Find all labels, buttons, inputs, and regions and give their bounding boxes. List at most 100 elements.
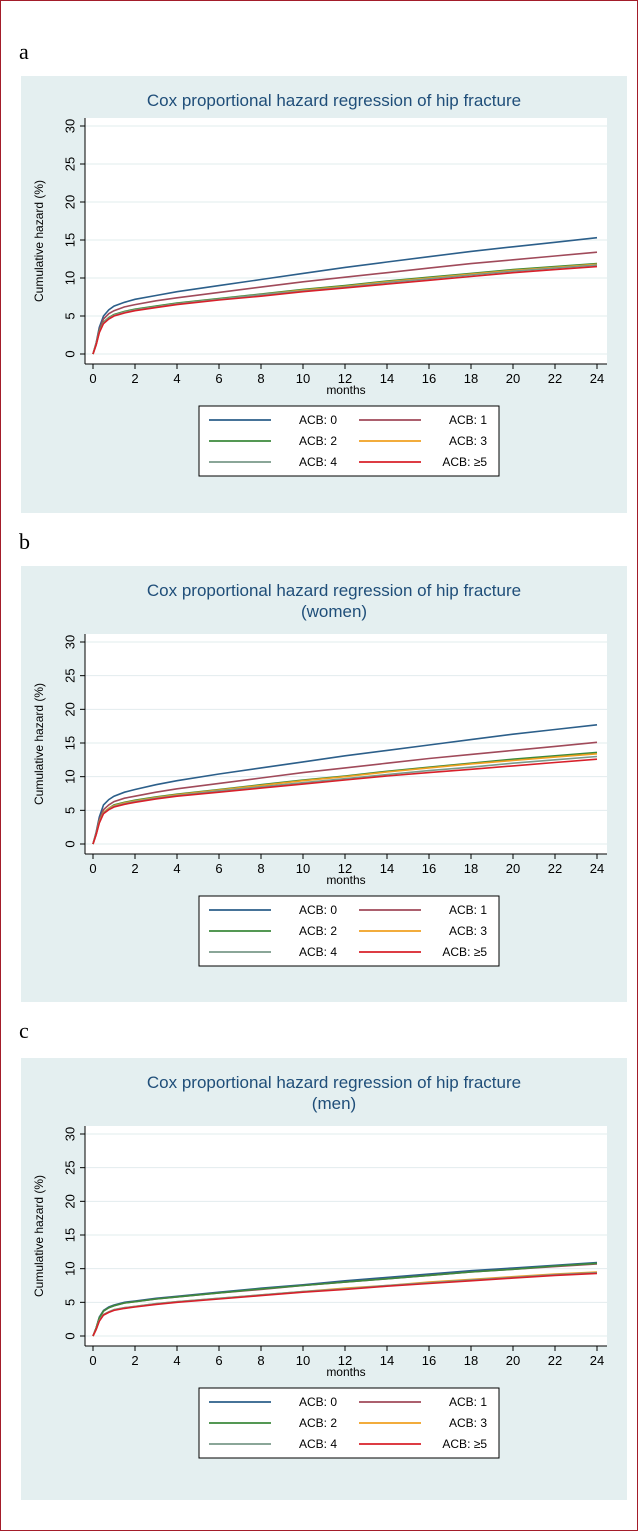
x-axis-label: months bbox=[326, 383, 365, 397]
y-tick-label: 5 bbox=[62, 312, 77, 319]
x-axis-label: months bbox=[326, 1365, 365, 1379]
y-tick-label: 10 bbox=[62, 1261, 77, 1275]
x-tick-label: 12 bbox=[338, 371, 352, 386]
x-tick-label: 22 bbox=[548, 1353, 562, 1368]
plot-area bbox=[85, 1126, 607, 1346]
y-tick-label: 30 bbox=[62, 119, 77, 133]
x-tick-label: 4 bbox=[173, 1353, 180, 1368]
chart-panel-b: Cox proportional hazard regression of hi… bbox=[21, 566, 627, 1002]
legend-label-acb-0: ACB: 0 bbox=[299, 1395, 337, 1409]
chart-svg: Cox proportional hazard regression of hi… bbox=[32, 581, 607, 967]
x-tick-label: 14 bbox=[380, 861, 394, 876]
x-tick-label: 8 bbox=[257, 1353, 264, 1368]
chart-title: Cox proportional hazard regression of hi… bbox=[147, 91, 521, 110]
y-axis-label: Cumulative hazard (%) bbox=[32, 683, 46, 805]
legend-label-acb-4: ACB: 4 bbox=[299, 1437, 337, 1451]
chart-panel-a: Cox proportional hazard regression of hi… bbox=[21, 76, 627, 513]
y-tick-label: 25 bbox=[62, 668, 77, 682]
legend-label-acb-ge5: ACB: ≥5 bbox=[442, 945, 487, 959]
x-tick-label: 6 bbox=[215, 1353, 222, 1368]
legend-label-acb-2: ACB: 2 bbox=[299, 434, 337, 448]
chart-title: Cox proportional hazard regression of hi… bbox=[147, 1073, 521, 1092]
legend-label-acb-3: ACB: 3 bbox=[449, 434, 487, 448]
x-tick-label: 0 bbox=[89, 371, 96, 386]
series-line-acb-2 bbox=[92, 1262, 598, 1337]
series-line-acb-ge5 bbox=[92, 1272, 598, 1337]
y-tick-label: 0 bbox=[62, 1332, 77, 1339]
chart-panel-c: Cox proportional hazard regression of hi… bbox=[21, 1058, 627, 1500]
chart-subtitle: (men) bbox=[312, 1094, 356, 1113]
legend-label-acb-ge5: ACB: ≥5 bbox=[442, 1437, 487, 1451]
legend-label-acb-2: ACB: 2 bbox=[299, 924, 337, 938]
x-axis-label: months bbox=[326, 873, 365, 887]
legend-label-acb-1: ACB: 1 bbox=[449, 1395, 487, 1409]
y-tick-label: 15 bbox=[62, 736, 77, 750]
y-tick-label: 20 bbox=[62, 195, 77, 209]
x-tick-label: 2 bbox=[131, 1353, 138, 1368]
x-tick-label: 14 bbox=[380, 371, 394, 386]
y-tick-label: 25 bbox=[62, 1160, 77, 1174]
x-tick-label: 24 bbox=[590, 861, 604, 876]
legend-label-acb-3: ACB: 3 bbox=[449, 1416, 487, 1430]
x-tick-label: 6 bbox=[215, 861, 222, 876]
x-tick-label: 10 bbox=[296, 371, 310, 386]
x-tick-label: 16 bbox=[422, 371, 436, 386]
x-tick-label: 16 bbox=[422, 861, 436, 876]
series-line-acb-0 bbox=[92, 236, 598, 355]
y-tick-label: 20 bbox=[62, 1194, 77, 1208]
plot-area bbox=[85, 118, 607, 364]
series-line-acb-1 bbox=[92, 741, 598, 845]
x-tick-label: 24 bbox=[590, 1353, 604, 1368]
panel-letter-b: b bbox=[19, 529, 30, 554]
y-axis-label: Cumulative hazard (%) bbox=[32, 1175, 46, 1297]
legend-label-acb-1: ACB: 1 bbox=[449, 903, 487, 917]
chart-title: Cox proportional hazard regression of hi… bbox=[147, 581, 521, 600]
legend-label-acb-4: ACB: 4 bbox=[299, 455, 337, 469]
x-tick-label: 2 bbox=[131, 861, 138, 876]
x-tick-label: 10 bbox=[296, 1353, 310, 1368]
x-tick-label: 8 bbox=[257, 861, 264, 876]
plot-area bbox=[85, 634, 607, 854]
y-tick-label: 25 bbox=[62, 157, 77, 171]
x-tick-label: 20 bbox=[506, 371, 520, 386]
chart-svg: Cox proportional hazard regression of hi… bbox=[32, 91, 607, 477]
x-tick-label: 10 bbox=[296, 861, 310, 876]
legend-label-acb-0: ACB: 0 bbox=[299, 413, 337, 427]
x-tick-label: 12 bbox=[338, 861, 352, 876]
x-tick-label: 4 bbox=[173, 861, 180, 876]
y-tick-label: 5 bbox=[62, 1299, 77, 1306]
x-tick-label: 14 bbox=[380, 1353, 394, 1368]
x-tick-label: 20 bbox=[506, 861, 520, 876]
panel-letter-c: c bbox=[19, 1018, 29, 1043]
legend-label-acb-4: ACB: 4 bbox=[299, 945, 337, 959]
x-tick-label: 18 bbox=[464, 1353, 478, 1368]
x-tick-label: 0 bbox=[89, 1353, 96, 1368]
y-tick-label: 30 bbox=[62, 1127, 77, 1141]
legend-label-acb-0: ACB: 0 bbox=[299, 903, 337, 917]
x-tick-label: 22 bbox=[548, 861, 562, 876]
chart-svg: Cox proportional hazard regression of hi… bbox=[32, 1073, 607, 1459]
x-tick-label: 18 bbox=[464, 371, 478, 386]
series-line-acb-ge5 bbox=[92, 758, 598, 845]
x-tick-label: 18 bbox=[464, 861, 478, 876]
y-axis-label: Cumulative hazard (%) bbox=[32, 180, 46, 302]
series-line-acb-0 bbox=[92, 724, 598, 845]
y-tick-label: 15 bbox=[62, 233, 77, 247]
y-tick-label: 5 bbox=[62, 807, 77, 814]
x-tick-label: 22 bbox=[548, 371, 562, 386]
x-tick-label: 6 bbox=[215, 371, 222, 386]
legend-label-acb-2: ACB: 2 bbox=[299, 1416, 337, 1430]
x-tick-label: 8 bbox=[257, 371, 264, 386]
x-tick-label: 24 bbox=[590, 371, 604, 386]
panel-letter-a: a bbox=[19, 39, 29, 64]
y-tick-label: 20 bbox=[62, 702, 77, 716]
y-tick-label: 15 bbox=[62, 1228, 77, 1242]
series-line-acb-ge5 bbox=[92, 265, 598, 355]
series-line-acb-1 bbox=[92, 251, 598, 355]
x-tick-label: 4 bbox=[173, 371, 180, 386]
y-tick-label: 10 bbox=[62, 769, 77, 783]
legend-label-acb-ge5: ACB: ≥5 bbox=[442, 455, 487, 469]
x-tick-label: 20 bbox=[506, 1353, 520, 1368]
x-tick-label: 16 bbox=[422, 1353, 436, 1368]
